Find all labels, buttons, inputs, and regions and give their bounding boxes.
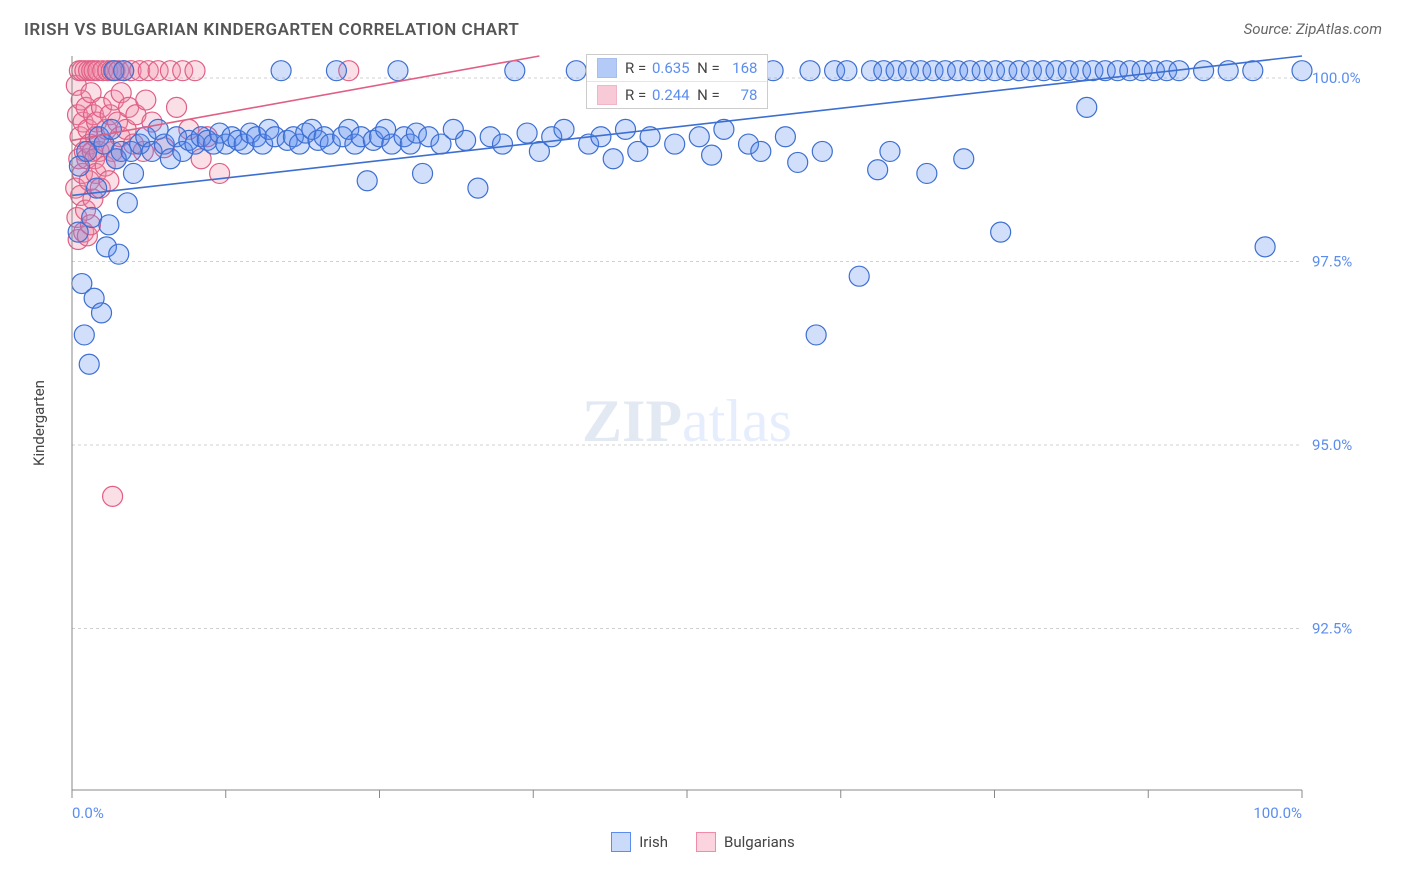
data-point [388,61,408,81]
legend-label: Irish [639,833,668,851]
data-point [505,61,525,81]
data-point [665,134,685,154]
chart-header: IRISH VS BULGARIAN KINDERGARTEN CORRELAT… [0,0,1406,48]
data-point [74,325,94,345]
data-point [837,61,857,81]
data-point [468,178,488,198]
data-point [868,160,888,180]
data-point [788,152,808,172]
correlation-stats-box: R = 0.635 N = 168 R = 0.244 N = 78 [586,54,768,109]
data-point [689,127,709,147]
data-point [1077,97,1097,117]
data-point [1292,61,1312,81]
y-tick-label: 97.5% [1312,253,1352,271]
data-point [954,149,974,169]
y-tick-label: 92.5% [1312,620,1352,638]
series-swatch [597,58,617,78]
data-point [1255,237,1275,257]
data-point [103,486,123,506]
legend-swatch [696,832,716,852]
data-point [493,134,513,154]
data-point [812,141,832,161]
y-tick-label: 95.0% [1312,436,1352,454]
data-point [456,130,476,150]
chart-title: IRISH VS BULGARIAN KINDERGARTEN CORRELAT… [24,20,519,40]
data-point [751,141,771,161]
data-point [101,119,121,139]
y-axis-label: Kindergarten [30,380,48,466]
x-tick-label: 0.0% [72,804,104,822]
data-point [124,163,144,183]
data-point [775,127,795,147]
data-point [917,163,937,183]
data-point [117,193,137,213]
data-point [566,61,586,81]
data-point [114,61,134,81]
data-point [99,215,119,235]
data-point [326,61,346,81]
data-point [79,354,99,374]
legend-item: Irish [611,832,668,852]
data-point [357,171,377,191]
chart-source: Source: ZipAtlas.com [1244,20,1382,38]
legend-swatch [611,832,631,852]
scatter-chart: 92.5% 95.0% 97.5% 100.0% ZIPatlas 0.0% 100.0% K… [24,48,1382,828]
data-point [603,149,623,169]
stats-row: R = 0.635 N = 168 [587,55,767,82]
legend-item: Bulgarians [696,832,795,852]
stats-row: R = 0.244 N = 78 [587,82,767,108]
data-point [991,222,1011,242]
data-point [800,61,820,81]
data-point [880,141,900,161]
data-point [1243,61,1263,81]
data-point [1194,61,1214,81]
data-point [702,145,722,165]
data-point [109,244,129,264]
data-point [616,119,636,139]
legend-label: Bulgarians [724,833,795,851]
data-point [517,123,537,143]
data-point [849,266,869,286]
series-legend: Irish Bulgarians [0,832,1406,852]
data-point [136,90,156,110]
chart-area: 92.5% 95.0% 97.5% 100.0% ZIPatlas 0.0% 100.0% K… [24,48,1382,828]
x-tick-label: 100.0% [1253,804,1302,822]
data-point [806,325,826,345]
series-swatch [597,85,617,105]
data-point [92,303,112,323]
data-point [87,178,107,198]
data-point [413,163,433,183]
data-point [554,119,574,139]
data-point [210,163,230,183]
data-point [167,97,187,117]
data-point [185,61,205,81]
data-point [271,61,291,81]
watermark: ZIPatlas [582,388,792,454]
stats-text: R = 0.244 N = 78 [625,86,757,104]
stats-text: R = 0.635 N = 168 [625,59,757,77]
y-tick-label: 100.0% [1312,69,1361,87]
